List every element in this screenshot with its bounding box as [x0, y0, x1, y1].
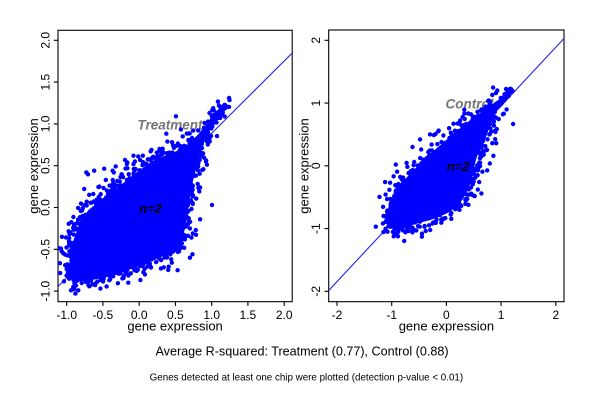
svg-text:2.0: 2.0	[276, 308, 293, 322]
svg-text:-1.0: -1.0	[56, 308, 77, 322]
svg-text:0: 0	[309, 162, 323, 169]
svg-text:n=2: n=2	[447, 159, 471, 174]
svg-text:n=2: n=2	[139, 201, 163, 216]
svg-text:0.0: 0.0	[38, 199, 52, 216]
svg-text:0.5: 0.5	[167, 308, 184, 322]
svg-text:Average R-squared: Treatment (: Average R-squared: Treatment (0.77), Con…	[155, 345, 448, 359]
svg-text:2: 2	[552, 308, 559, 322]
svg-text:2: 2	[309, 37, 323, 44]
svg-text:-1.0: -1.0	[38, 280, 52, 301]
svg-text:0: 0	[443, 308, 450, 322]
svg-text:-2: -2	[332, 308, 343, 322]
svg-text:-2: -2	[309, 286, 323, 297]
svg-text:gene expression: gene expression	[296, 118, 311, 213]
svg-text:1.5: 1.5	[38, 73, 52, 90]
svg-text:0.5: 0.5	[38, 157, 52, 174]
svg-text:1: 1	[498, 308, 505, 322]
svg-text:1.5: 1.5	[240, 308, 257, 322]
svg-text:2.0: 2.0	[38, 32, 52, 49]
svg-text:gene expression: gene expression	[399, 319, 494, 334]
svg-text:-1: -1	[309, 223, 323, 234]
svg-text:Genes detected at least one ch: Genes detected at least one chip were pl…	[150, 373, 463, 384]
svg-text:-1: -1	[386, 308, 397, 322]
svg-text:0.0: 0.0	[131, 308, 148, 322]
svg-text:gene expression: gene expression	[127, 319, 222, 334]
svg-text:-0.5: -0.5	[93, 308, 114, 322]
svg-text:1.0: 1.0	[203, 308, 220, 322]
svg-text:-0.5: -0.5	[38, 239, 52, 260]
svg-text:gene expression: gene expression	[26, 118, 41, 213]
svg-text:Treatment: Treatment	[137, 118, 203, 133]
svg-text:1.0: 1.0	[38, 115, 52, 132]
svg-text:1: 1	[309, 99, 323, 106]
